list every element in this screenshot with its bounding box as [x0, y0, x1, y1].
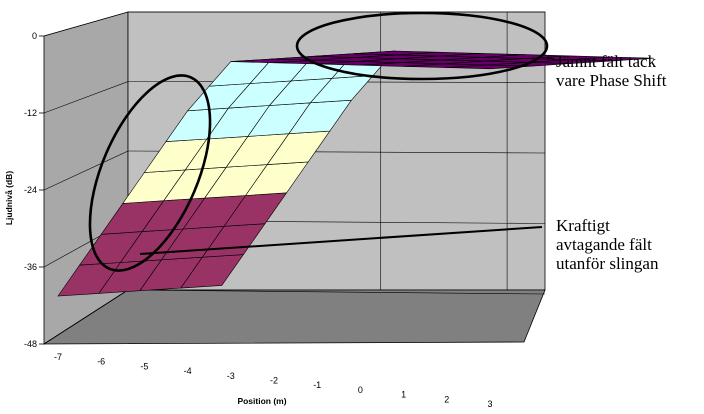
x-tick-label: -7 [54, 352, 62, 362]
annotation-text-falloff: Kraftigt [556, 216, 610, 235]
x-tick-label: 0 [358, 385, 363, 395]
x-tick-label: 1 [401, 390, 406, 400]
y-tick-label: -12 [24, 108, 37, 118]
grid-line-side [43, 150, 129, 191]
surface-cell [569, 56, 654, 62]
y-tick-label: -48 [24, 339, 37, 349]
x-tick-label: -1 [313, 380, 321, 390]
x-tick-label: 3 [487, 399, 492, 409]
y-axis-ticks: 0 -12 -24 -36 -48 [24, 31, 44, 349]
x-tick-label: -2 [270, 376, 278, 386]
floor [42, 289, 546, 345]
y-axis-title: Ljudnivå (dB) [4, 171, 14, 225]
grid-line-side [43, 11, 129, 37]
annotation-leader-falloff [139, 226, 543, 255]
grid-line-back [127, 289, 546, 295]
x-tick-label: -3 [227, 371, 235, 381]
x-tick-label: 2 [444, 394, 449, 404]
surface [57, 50, 654, 297]
y-tick-label: -36 [24, 262, 37, 272]
annotation-text-falloff: avtagande fält [556, 235, 652, 254]
grid-line-side [43, 289, 129, 345]
grid-line-side [43, 81, 129, 114]
annotation-ellipse-flat [295, 11, 549, 81]
annotation-ellipse-falloff [88, 74, 212, 272]
x-axis-title: Position (m) [237, 396, 286, 406]
annotation-text-falloff: utanför slingan [556, 254, 659, 273]
annotation-text-flat: vare Phase Shift [556, 71, 667, 90]
x-tick-label: -5 [140, 361, 148, 371]
annotation-leader-flat [546, 57, 555, 60]
y-tick-label: 0 [32, 31, 37, 41]
x-tick-label: -6 [97, 357, 105, 367]
annotation-text-flat: Jämnt fält tack [556, 52, 657, 71]
x-axis-ticks: -7 -6 -5 -4 -3 -2 -1 0 1 2 3 [54, 352, 493, 409]
x-tick-label: -4 [184, 366, 192, 376]
y-tick-label: -24 [24, 185, 37, 195]
